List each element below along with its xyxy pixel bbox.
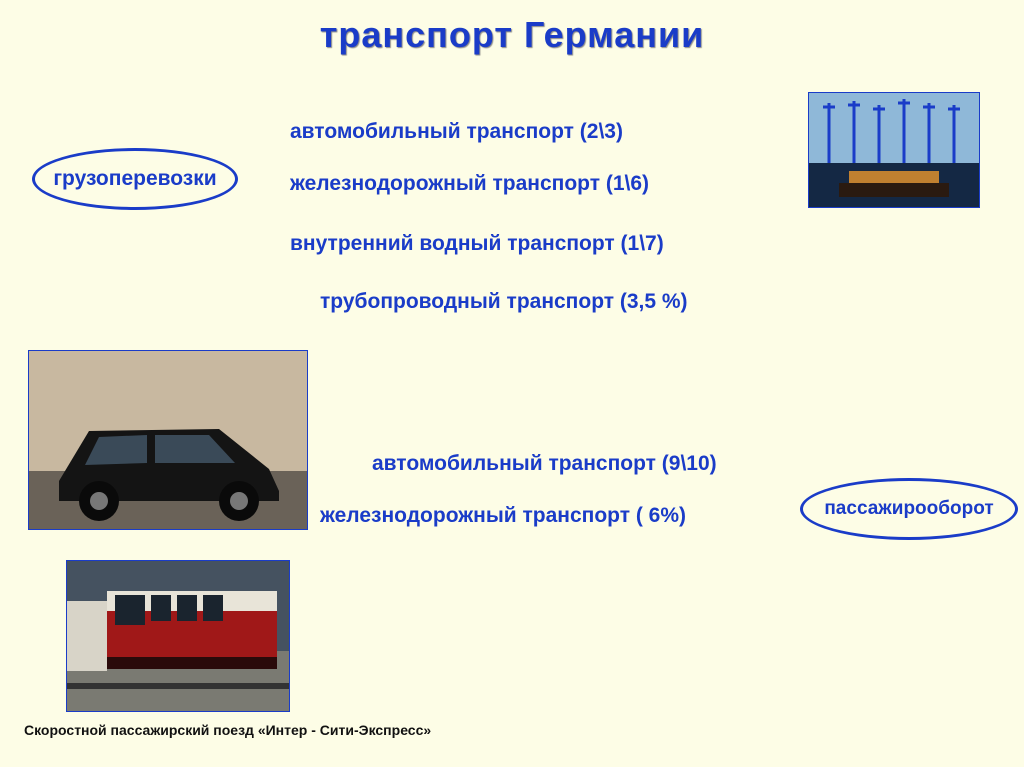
port-icon <box>809 93 979 207</box>
passenger-line: автомобильный транспорт (9\10) <box>372 452 717 476</box>
train-photo <box>66 560 290 712</box>
freight-line: трубопроводный транспорт (3,5 %) <box>320 290 688 314</box>
train-icon <box>67 561 289 711</box>
car-icon <box>29 351 307 529</box>
train-caption: Скоростной пассажирский поезд «Интер - С… <box>24 722 431 738</box>
freight-line: внутренний водный транспорт (1\7) <box>290 232 664 256</box>
port-photo <box>808 92 980 208</box>
passenger-bubble: пассажирооборот <box>800 478 1018 540</box>
page-title: транспорт Германии <box>0 14 1024 56</box>
passenger-bubble-label: пассажирооборот <box>824 498 993 520</box>
freight-line: автомобильный транспорт (2\3) <box>290 120 623 144</box>
freight-bubble: грузоперевозки <box>32 148 238 210</box>
freight-line: железнодорожный транспорт (1\6) <box>290 172 649 196</box>
freight-bubble-label: грузоперевозки <box>53 167 216 191</box>
car-photo <box>28 350 308 530</box>
passenger-line: железнодорожный транспорт ( 6%) <box>320 504 686 528</box>
